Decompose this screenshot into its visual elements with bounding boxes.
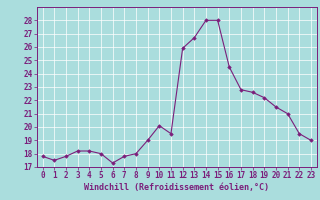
X-axis label: Windchill (Refroidissement éolien,°C): Windchill (Refroidissement éolien,°C) bbox=[84, 183, 269, 192]
